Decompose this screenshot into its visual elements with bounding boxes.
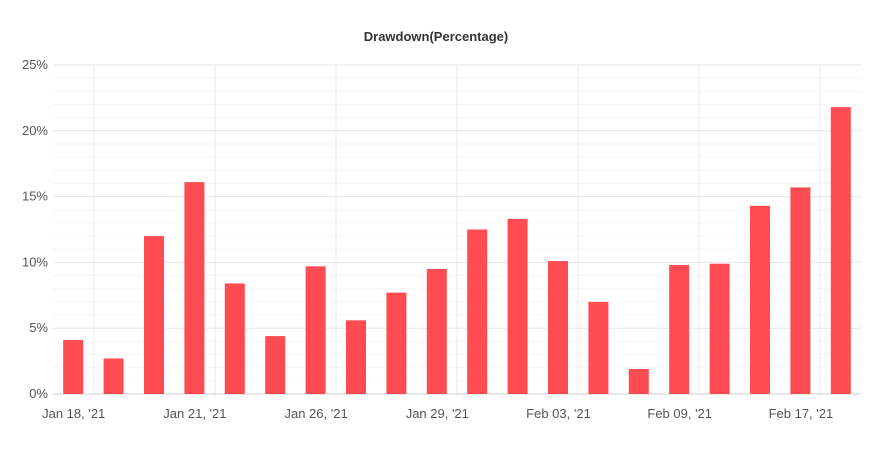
x-tick-label: Jan 29, '21	[406, 406, 469, 421]
bar	[265, 336, 286, 394]
y-tick-label: 0%	[29, 386, 48, 401]
chart-title: Drawdown(Percentage)	[364, 29, 508, 44]
x-tick-label: Feb 09, '21	[647, 406, 712, 421]
bar	[346, 320, 366, 394]
x-tick-label: Jan 21, '21	[163, 406, 226, 421]
bar	[548, 261, 568, 394]
x-axis: Jan 18, '21 Jan 21, '21 Jan 26, '21 Jan 29,…	[42, 406, 833, 421]
bar	[467, 229, 488, 394]
bar	[63, 340, 84, 394]
bar	[830, 107, 851, 394]
y-tick-label: 5%	[29, 320, 48, 335]
bar	[144, 236, 164, 394]
bar	[305, 266, 326, 394]
bar	[588, 301, 609, 394]
y-tick-label: 20%	[22, 123, 48, 138]
grid	[53, 64, 861, 395]
x-tick-label: Jan 18, '21	[42, 406, 105, 421]
y-tick-label: 15%	[22, 189, 48, 204]
x-tick-label: Feb 03, '21	[526, 406, 591, 421]
bar	[750, 205, 770, 394]
y-tick-label: 10%	[22, 254, 48, 269]
bar	[709, 263, 730, 394]
x-tick-label: Jan 26, '21	[284, 406, 347, 421]
bar	[669, 265, 690, 394]
bar	[386, 292, 407, 394]
x-tick-label: Feb 17, '21	[769, 406, 834, 421]
bar	[426, 268, 447, 394]
bars	[63, 107, 851, 394]
y-tick-label: 25%	[22, 57, 48, 72]
bar	[224, 283, 245, 394]
bar	[790, 187, 811, 394]
bar	[184, 182, 205, 394]
bar	[103, 358, 124, 394]
bar	[628, 368, 649, 394]
y-axis: 0% 5% 10% 15% 20% 25%	[22, 57, 48, 401]
bar	[507, 218, 528, 394]
